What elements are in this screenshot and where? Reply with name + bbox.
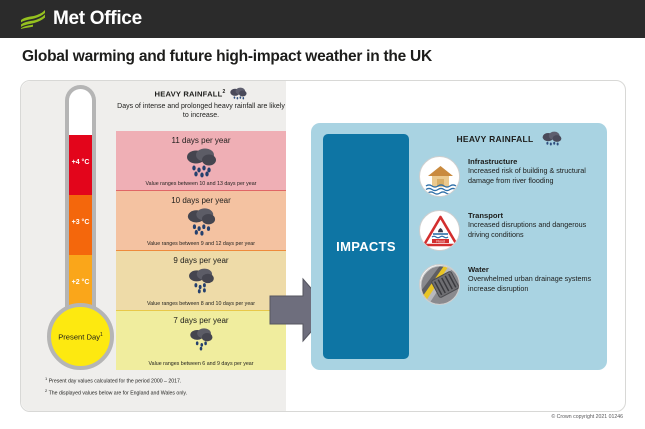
thermometer-level-4c: +4 °C [69,135,92,195]
heavy-rain-cloud-icon [185,207,217,242]
impact-item-water[interactable]: Water Overwhelmed urban drainage systems… [419,264,601,305]
impact-text-transport: Transport Increased disruptions and dang… [468,210,601,251]
impact-title: Transport [468,211,504,220]
thermometer: +4 °C +3 °C +2 °C Present Day1 [47,85,117,395]
thermometer-bulb: Present Day1 [47,303,114,370]
heavy-rain-cloud-icon [187,267,216,300]
thermometer-level-3c: +3 °C [69,195,92,255]
left-heading-subtitle: Days of intense and prolonged heavy rain… [117,103,285,120]
left-heading-text: HEAVY RAINFALL2 [154,88,226,99]
band-range: Value ranges between 10 and 13 days per … [145,181,257,187]
thermometer-label-4c: +4 °C [71,159,90,166]
impact-item-infrastructure[interactable]: Infrastructure Increased risk of buildin… [419,156,601,197]
impact-text-water: Water Overwhelmed urban drainage systems… [468,264,601,305]
impacts-label: IMPACTS [336,239,396,254]
present-day-label: Present Day1 [58,331,103,342]
footnotes: 1 Present day values calculated for the … [45,375,187,399]
impacts-list: Infrastructure Increased risk of buildin… [419,156,601,318]
page-title: Global warming and future high-impact we… [22,48,432,65]
thermometer-level-2c: +2 °C [69,255,92,315]
band-row: 11 days per year [116,131,286,191]
impact-text-infrastructure: Infrastructure Increased risk of buildin… [468,156,601,197]
projection-bands: 11 days per year [116,131,286,371]
band-range: Value ranges between 8 and 10 days per y… [147,301,255,307]
copyright-notice: © Crown copyright 2021 01246 [551,414,623,420]
impacts-panel: IMPACTS HEAVY RAINFALL [311,123,607,370]
thermometer-tube: +4 °C +3 °C +2 °C [65,85,96,335]
impact-title: Water [468,265,489,274]
band-row: 7 days per year Value ranges betw [116,311,286,371]
impact-description: Increased disruptions and dangerous driv… [468,220,587,239]
flood-warning-sign-icon: Flood [419,210,460,251]
met-office-logo[interactable]: Met Office [20,8,142,30]
band-days: 9 days per year [173,256,229,265]
impact-description: Overwhelmed urban drainage systems incre… [468,274,592,293]
content-card: HEAVY RAINFALL2 Days of intense and [20,80,626,412]
rain-cloud-icon [542,131,561,146]
impact-title: Infrastructure [468,157,518,166]
band-range: Value ranges between 9 and 12 days per y… [147,241,255,247]
svg-text:Flood: Flood [436,239,445,243]
road-drain-icon [419,264,460,305]
rain-cloud-icon [230,87,248,100]
impact-description: Increased risk of building & structural … [468,166,586,185]
impacts-heading: HEAVY RAINFALL [421,131,597,146]
projection-panel: HEAVY RAINFALL2 Days of intense and [21,81,286,411]
thermometer-label-3c: +3 °C [71,219,90,226]
band-days: 11 days per year [171,136,231,145]
met-office-swoosh-icon [21,10,45,29]
band-row: 9 days per year [116,251,286,311]
band-days: 10 days per year [171,196,231,205]
band-row: 10 days per year [116,191,286,251]
brand-name: Met Office [53,8,142,29]
impact-item-transport[interactable]: Flood Transport Increased disruptions an… [419,210,601,251]
band-range: Value ranges between 6 and 9 days per ye… [148,361,254,367]
heavy-rain-cloud-icon [184,147,218,184]
left-panel-heading: HEAVY RAINFALL2 Days of intense and [116,87,286,121]
band-days: 7 days per year [173,316,229,325]
impacts-box: IMPACTS [323,134,409,359]
heavy-rain-cloud-icon [188,327,214,357]
footnote-2: 2 The displayed values below are for Eng… [45,388,188,397]
thermometer-label-2c: +2 °C [71,279,90,286]
header-bar: Met Office [0,0,645,38]
impacts-heading-text: HEAVY RAINFALL [456,133,534,144]
footnote-1: 1 Present day values calculated for the … [45,376,182,385]
house-flood-icon [419,156,460,197]
